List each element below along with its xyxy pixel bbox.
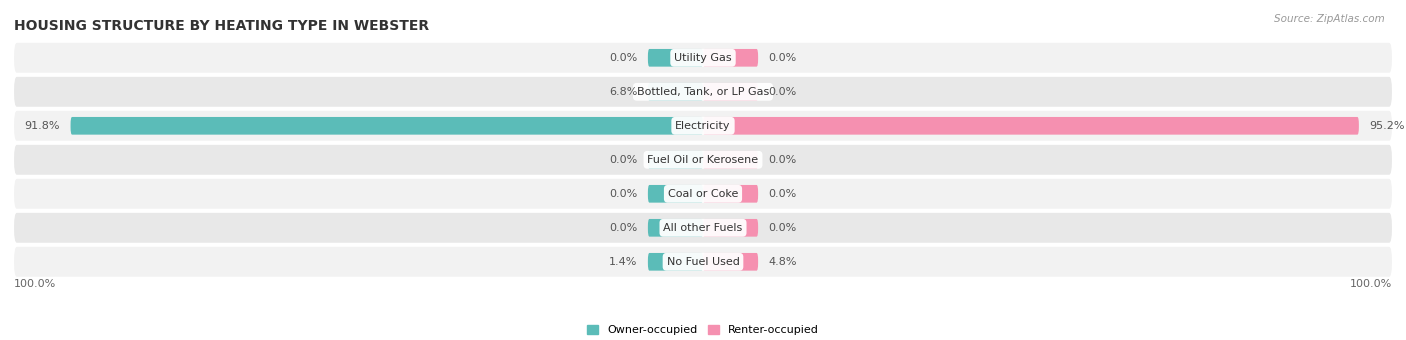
Text: 0.0%: 0.0% [609,189,637,199]
Text: 0.0%: 0.0% [609,223,637,233]
Text: 1.4%: 1.4% [609,257,637,267]
Text: Electricity: Electricity [675,121,731,131]
Text: Source: ZipAtlas.com: Source: ZipAtlas.com [1274,14,1385,23]
Text: 0.0%: 0.0% [769,189,797,199]
Text: 4.8%: 4.8% [769,257,797,267]
Text: 100.0%: 100.0% [1350,279,1392,289]
FancyBboxPatch shape [703,117,1358,135]
Text: 95.2%: 95.2% [1369,121,1405,131]
Text: 0.0%: 0.0% [609,53,637,63]
FancyBboxPatch shape [14,145,1392,175]
FancyBboxPatch shape [648,185,703,203]
Text: Bottled, Tank, or LP Gas: Bottled, Tank, or LP Gas [637,87,769,97]
FancyBboxPatch shape [14,77,1392,107]
FancyBboxPatch shape [648,151,703,169]
Text: Coal or Coke: Coal or Coke [668,189,738,199]
FancyBboxPatch shape [14,247,1392,277]
Text: 0.0%: 0.0% [769,223,797,233]
FancyBboxPatch shape [703,49,758,67]
FancyBboxPatch shape [648,49,703,67]
FancyBboxPatch shape [703,219,758,237]
FancyBboxPatch shape [14,111,1392,141]
Text: 0.0%: 0.0% [609,155,637,165]
FancyBboxPatch shape [648,219,703,237]
FancyBboxPatch shape [703,83,758,101]
Text: 91.8%: 91.8% [25,121,60,131]
Legend: Owner-occupied, Renter-occupied: Owner-occupied, Renter-occupied [582,321,824,340]
Text: 100.0%: 100.0% [14,279,56,289]
FancyBboxPatch shape [703,253,758,271]
Text: 6.8%: 6.8% [609,87,637,97]
FancyBboxPatch shape [703,151,758,169]
Text: 0.0%: 0.0% [769,155,797,165]
FancyBboxPatch shape [703,185,758,203]
FancyBboxPatch shape [648,253,703,271]
Text: Fuel Oil or Kerosene: Fuel Oil or Kerosene [647,155,759,165]
Text: 0.0%: 0.0% [769,87,797,97]
Text: All other Fuels: All other Fuels [664,223,742,233]
FancyBboxPatch shape [14,179,1392,209]
Text: Utility Gas: Utility Gas [675,53,731,63]
Text: HOUSING STRUCTURE BY HEATING TYPE IN WEBSTER: HOUSING STRUCTURE BY HEATING TYPE IN WEB… [14,19,429,33]
FancyBboxPatch shape [14,43,1392,73]
FancyBboxPatch shape [14,213,1392,243]
Text: 0.0%: 0.0% [769,53,797,63]
FancyBboxPatch shape [70,117,703,135]
Text: No Fuel Used: No Fuel Used [666,257,740,267]
FancyBboxPatch shape [648,83,703,101]
